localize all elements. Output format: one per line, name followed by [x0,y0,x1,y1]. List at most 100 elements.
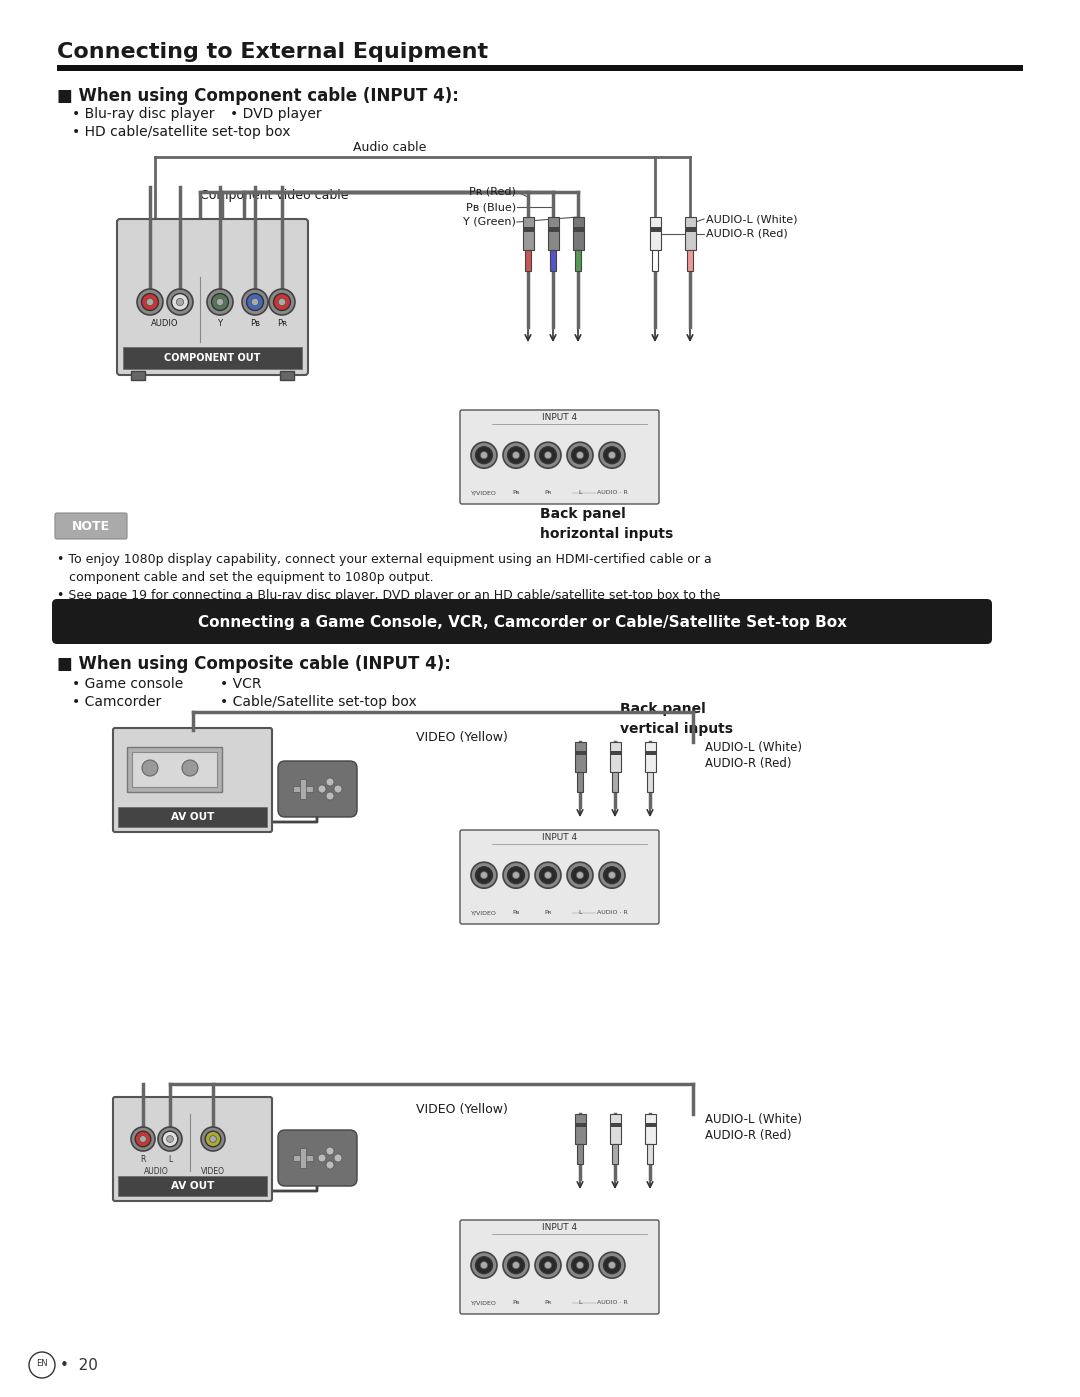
Text: AUDIO: AUDIO [151,320,179,328]
Circle shape [512,451,519,458]
Text: Pʀ (Red): Pʀ (Red) [469,187,516,197]
Circle shape [471,443,497,468]
Bar [300,780,306,799]
Circle shape [544,872,552,879]
Circle shape [139,1136,147,1143]
Bar [609,1113,621,1144]
Bar [280,372,294,380]
Text: Pʙ: Pʙ [249,320,260,328]
Circle shape [141,760,158,775]
Circle shape [540,447,556,464]
Circle shape [608,451,616,458]
Bar [645,1113,656,1144]
Circle shape [540,866,556,884]
Text: AUDIO-R (Red): AUDIO-R (Red) [706,229,787,239]
Text: L: L [578,911,582,915]
Text: Y/VIDEO: Y/VIDEO [471,1301,497,1306]
Bar [577,1144,583,1164]
FancyBboxPatch shape [460,1220,659,1315]
Text: Connecting a Game Console, VCR, Camcorder or Cable/Satellite Set-top Box: Connecting a Game Console, VCR, Camcorde… [198,615,847,630]
Circle shape [535,862,561,888]
Bar [612,1144,618,1164]
Circle shape [475,447,492,464]
Circle shape [183,760,198,775]
Circle shape [567,443,593,468]
Text: NOTE: NOTE [72,520,110,532]
Text: Pʙ: Pʙ [512,1301,519,1306]
Text: L: L [167,1154,172,1164]
Bar [685,226,696,232]
Circle shape [205,1132,220,1147]
Circle shape [604,1257,620,1274]
Text: Audio cable: Audio cable [353,141,427,154]
Circle shape [158,1127,183,1151]
FancyBboxPatch shape [52,599,993,644]
Circle shape [318,1154,326,1162]
Bar [575,250,581,271]
Circle shape [162,1132,178,1147]
Text: INPUT 4: INPUT 4 [542,834,577,842]
Circle shape [577,872,583,879]
Circle shape [242,289,268,314]
Bar [652,250,658,271]
Bar [575,742,585,773]
Text: • Blu-ray disc player: • Blu-ray disc player [72,108,215,122]
Bar [685,217,696,250]
FancyBboxPatch shape [278,761,357,817]
Text: • HD cable/satellite set-top box: • HD cable/satellite set-top box [72,124,291,138]
Circle shape [279,299,285,306]
Circle shape [481,451,488,458]
Bar [293,1155,313,1161]
Circle shape [512,1261,519,1268]
FancyBboxPatch shape [113,1097,272,1201]
Circle shape [269,289,295,314]
Circle shape [326,778,334,787]
Bar [525,250,531,271]
Text: Connecting to External Equipment: Connecting to External Equipment [57,42,488,61]
Circle shape [512,872,519,879]
Circle shape [471,862,497,888]
Bar [575,1123,585,1127]
Text: VIDEO (Yellow): VIDEO (Yellow) [416,731,508,743]
Text: • See page 19 for connecting a Blu-ray disc player, DVD player or an HD cable/sa: • See page 19 for connecting a Blu-ray d… [57,590,720,602]
Circle shape [571,1257,589,1274]
Circle shape [318,785,326,793]
Text: Pʀ: Pʀ [544,490,552,496]
Circle shape [481,872,488,879]
Circle shape [604,866,620,884]
Circle shape [535,443,561,468]
Circle shape [172,293,188,310]
Bar [645,752,656,756]
Text: AUDIO-R (Red): AUDIO-R (Red) [705,1130,792,1143]
Circle shape [471,1252,497,1278]
Bar [645,1123,656,1127]
Text: Back panel: Back panel [620,703,705,717]
Bar [118,1176,267,1196]
Bar [575,752,585,756]
Circle shape [334,1154,342,1162]
Circle shape [508,447,525,464]
Text: Y: Y [217,320,222,328]
Bar [118,807,267,827]
Text: vertical inputs: vertical inputs [620,722,733,736]
Circle shape [567,1252,593,1278]
Text: Pʀ: Pʀ [544,1301,552,1306]
Bar [687,250,693,271]
Bar [300,1148,306,1168]
Circle shape [475,866,492,884]
Circle shape [273,293,291,310]
Bar [575,1113,585,1144]
Text: INPUT 4: INPUT 4 [542,1224,577,1232]
Circle shape [503,1252,529,1278]
Circle shape [131,1127,156,1151]
Circle shape [252,299,258,306]
Bar [57,66,1023,71]
Circle shape [334,785,342,793]
Text: R: R [140,1154,146,1164]
Text: AV OUT: AV OUT [171,812,214,821]
Bar [647,773,653,792]
Circle shape [147,299,153,306]
Circle shape [326,1161,334,1169]
Text: Pʙ: Pʙ [512,911,519,915]
Circle shape [201,1127,225,1151]
